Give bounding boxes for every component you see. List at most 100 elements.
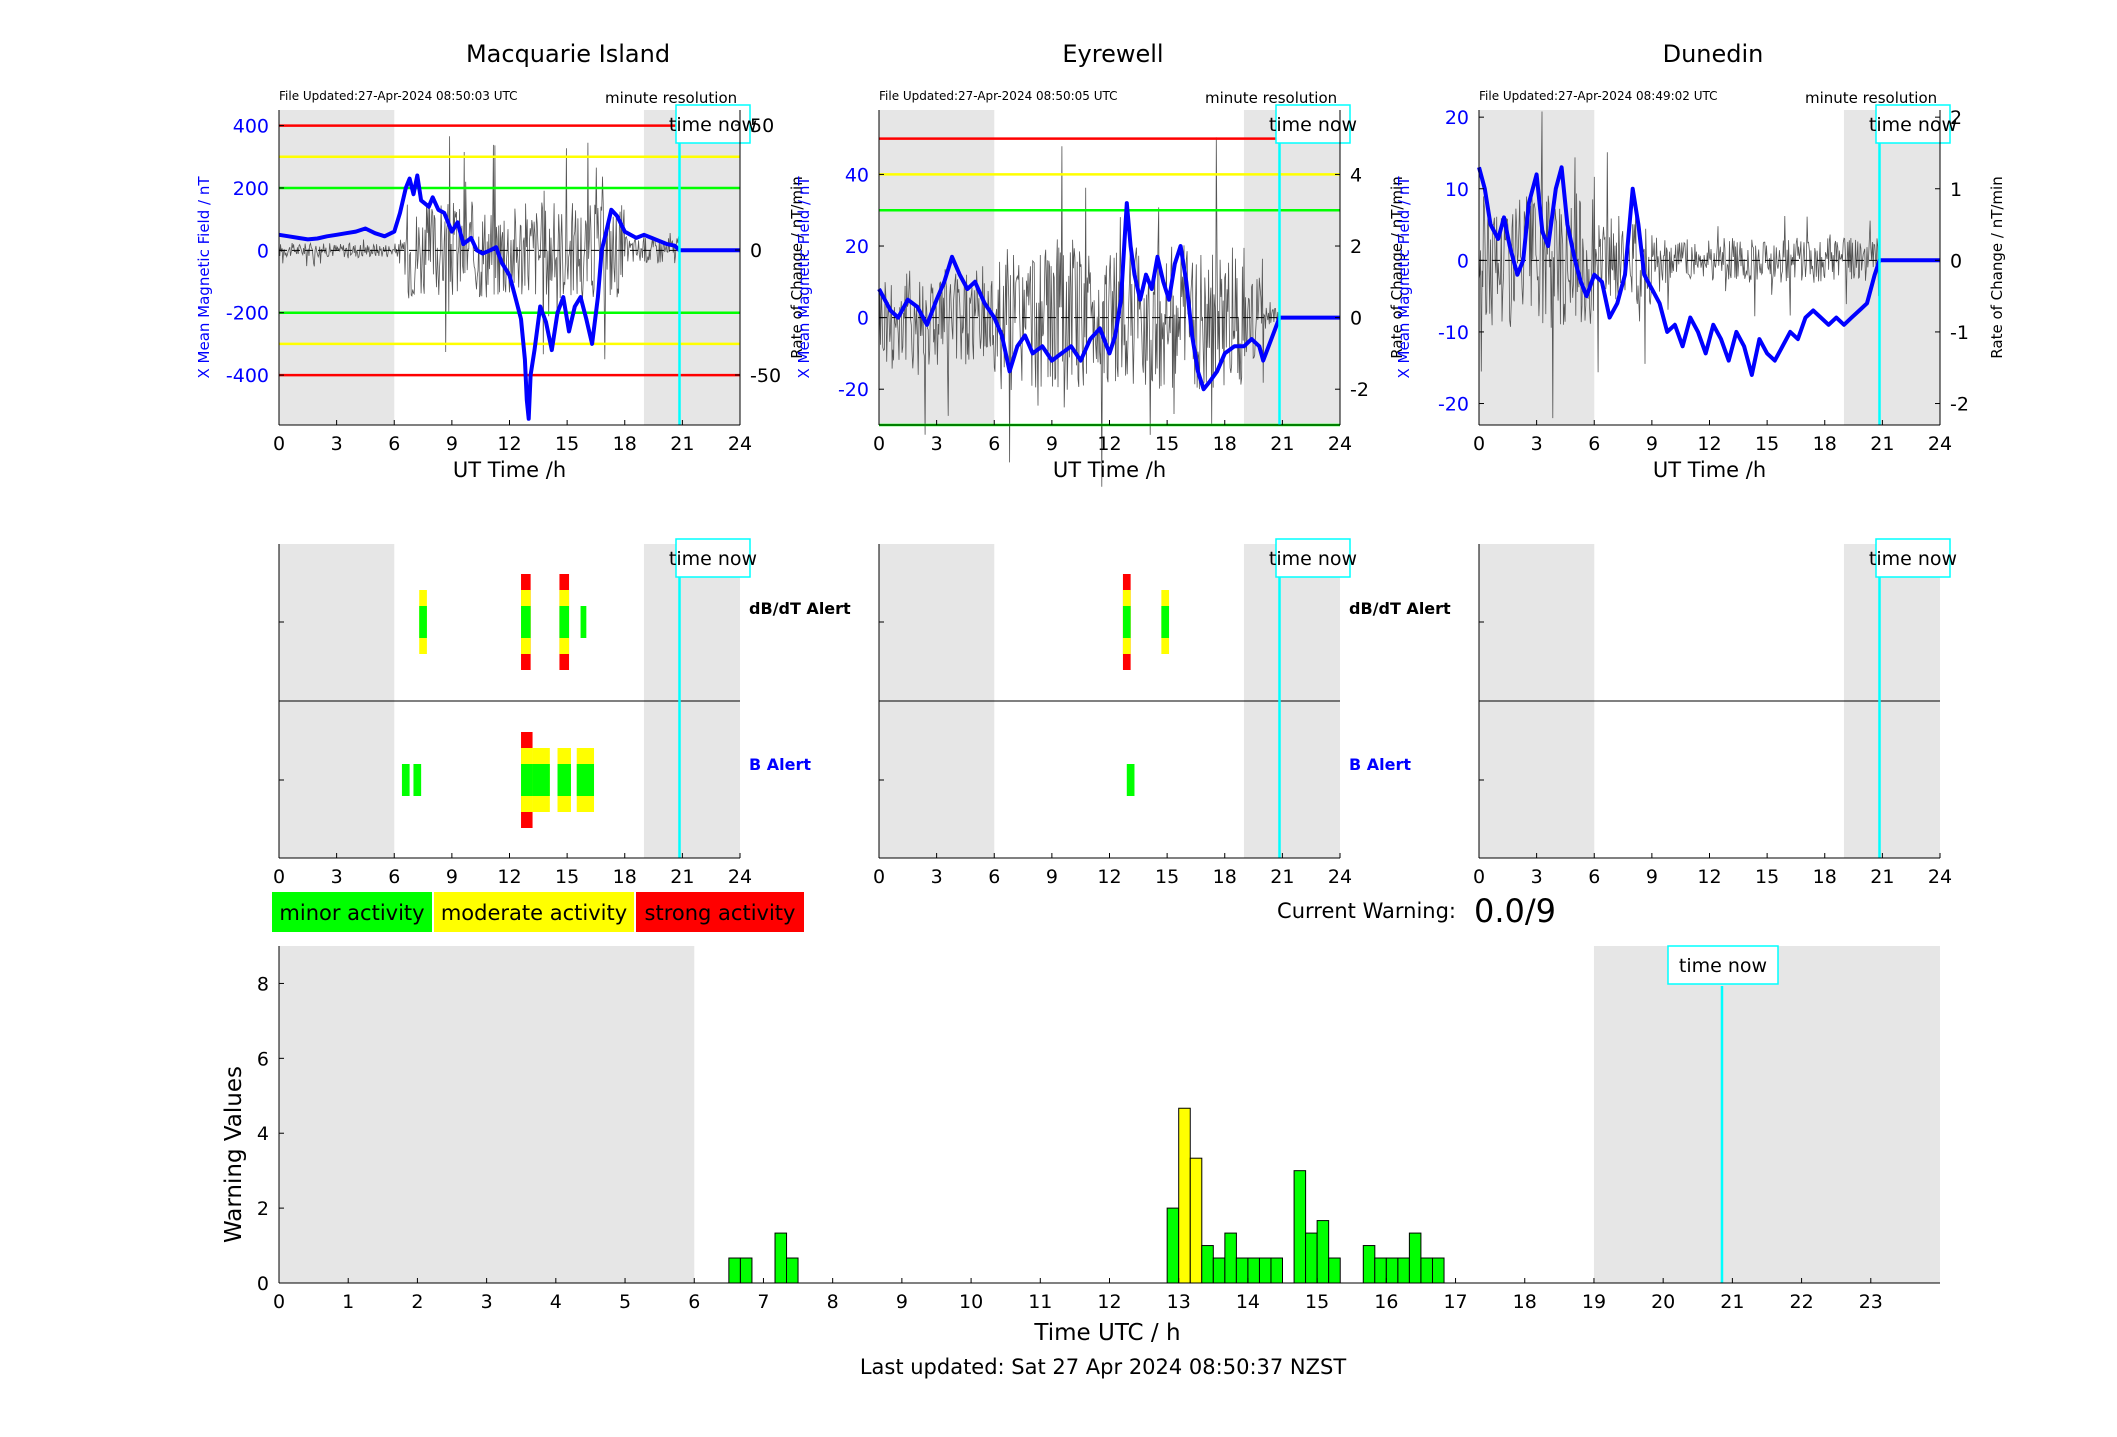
x-tick-label: 7 — [757, 1291, 769, 1313]
warning-bar — [1316, 1220, 1330, 1284]
minute-resolution-label: minute resolution — [1805, 89, 1937, 107]
x-tick-label: 24 — [1328, 433, 1352, 455]
x-tick-label: 19 — [1582, 1291, 1606, 1313]
warning-bar — [1178, 1107, 1191, 1284]
y-left-tick-label: 0 — [1457, 250, 1469, 272]
y-right-axis-label: Rate of Change / nT/min — [1388, 176, 1406, 358]
legend-moderate-label: moderate activity — [441, 901, 627, 925]
time-now-box — [1667, 945, 1779, 985]
b-alert-block-green — [532, 764, 550, 796]
time-now-box — [1275, 104, 1351, 144]
current-warning-label: Current Warning: — [1277, 899, 1456, 923]
legend-strong-swatch — [636, 892, 804, 932]
y-left-tick-label: -10 — [1438, 322, 1469, 344]
warning-bar — [1166, 1207, 1180, 1284]
x-tick-label: 21 — [1270, 433, 1294, 455]
night-shade — [1593, 946, 1940, 1283]
x-tick-label: 6 — [1588, 433, 1600, 455]
x-tick-label: 9 — [896, 1291, 908, 1313]
warning-bar — [1385, 1257, 1399, 1284]
x-tick-label: 0 — [273, 866, 285, 888]
x-tick-label: 23 — [1859, 1291, 1883, 1313]
y-right-tick-label: 50 — [750, 115, 774, 137]
x-tick-label: 15 — [1755, 433, 1779, 455]
alert-chart-macquarie: time now 0 3 6 9 12 15 18 21 24 dB/dT Alert B Alert — [273, 538, 851, 888]
y-right-tick-label: 2 — [1950, 107, 1962, 129]
dbdt-alert-block-green — [580, 606, 587, 638]
time-now-label: time now — [669, 114, 757, 136]
alert-chart-dunedin: time now 0 3 6 9 12 15 18 21 24 — [1473, 538, 1957, 888]
x-tick-label: 6 — [388, 433, 400, 455]
x-tick-label: 12 — [1697, 433, 1721, 455]
field-series-line — [1477, 165, 1940, 377]
y-left-tick-label: -400 — [226, 365, 269, 387]
x-tick-label: 20 — [1651, 1291, 1675, 1313]
x-tick-label: 14 — [1236, 1291, 1260, 1313]
night-shade — [879, 110, 995, 425]
x-axis-label: UT Time /h — [1653, 458, 1766, 482]
x-tick-label: 12 — [1097, 433, 1121, 455]
warning-bar — [786, 1257, 799, 1284]
warning-bar — [739, 1257, 753, 1284]
warning-bar — [1235, 1257, 1249, 1284]
y-right-tick-label: 0 — [1950, 250, 1962, 272]
time-now-box — [1875, 538, 1951, 578]
last-updated-text: Last updated: Sat 27 Apr 2024 08:50:37 N… — [860, 1355, 1347, 1379]
x-tick-label: 21 — [1720, 1291, 1744, 1313]
x-tick-label: 18 — [613, 866, 637, 888]
x-tick-label: 15 — [1155, 866, 1179, 888]
warning-bar — [1374, 1257, 1387, 1284]
y-tick-label: 6 — [257, 1048, 269, 1070]
time-now-label: time now — [669, 548, 757, 570]
x-tick-label: 3 — [931, 866, 943, 888]
x-tick-label: 21 — [1870, 866, 1894, 888]
x-tick-label: 17 — [1443, 1291, 1467, 1313]
x-tick-label: 5 — [619, 1291, 631, 1313]
x-tick-label: 9 — [446, 866, 458, 888]
time-now-label: time now — [1869, 548, 1957, 570]
x-tick-label: 24 — [1928, 866, 1952, 888]
x-tick-label: 15 — [1305, 1291, 1329, 1313]
dbdt-alert-block-green — [1161, 606, 1170, 638]
field-chart-macquarie: time now minute resolution 0 3 6 9 12 15 18 21 24 U… — [195, 89, 806, 482]
warning-bar — [728, 1257, 741, 1284]
night-shade — [1243, 110, 1340, 425]
x-tick-label: 21 — [1870, 433, 1894, 455]
legend-strong-label: strong activity — [645, 901, 796, 925]
b-alert-block-green — [413, 764, 422, 796]
dbdt-alert-block-green — [1122, 606, 1131, 638]
y-tick-label: 8 — [257, 973, 269, 995]
y-left-tick-label: 400 — [233, 116, 269, 138]
x-tick-label: 9 — [1646, 866, 1658, 888]
warning-bar — [1258, 1257, 1272, 1284]
time-now-label: time now — [1269, 548, 1357, 570]
x-tick-label: 15 — [1755, 866, 1779, 888]
y-tick-label: 4 — [257, 1123, 269, 1145]
x-tick-label: 18 — [1813, 866, 1837, 888]
x-tick-label: 0 — [273, 1291, 285, 1313]
x-tick-label: 18 — [1213, 433, 1237, 455]
x-tick-label: 18 — [1513, 1291, 1537, 1313]
warning-bar — [1328, 1257, 1341, 1284]
warning-bar — [774, 1232, 788, 1284]
file-updated-dunedin: File Updated:27-Apr-2024 08:49:02 UTC — [1479, 89, 1718, 103]
time-now-box — [675, 538, 751, 578]
y-left-tick-label: 0 — [257, 240, 269, 262]
b-alert-block-green — [576, 764, 595, 796]
x-tick-label: 16 — [1374, 1291, 1398, 1313]
x-tick-label: 3 — [1531, 866, 1543, 888]
y-left-tick-label: 10 — [1445, 179, 1469, 201]
y-right-tick-label: 2 — [1350, 236, 1362, 258]
time-now-box — [1875, 104, 1951, 144]
b-alert-label: B Alert — [1349, 755, 1411, 774]
x-tick-label: 24 — [728, 866, 752, 888]
x-tick-label: 3 — [931, 433, 943, 455]
warning-bar — [1270, 1257, 1284, 1284]
x-tick-label: 6 — [388, 866, 400, 888]
legend-minor-swatch — [272, 892, 432, 932]
night-shade — [279, 946, 695, 1283]
warning-bar — [1224, 1232, 1237, 1284]
x-tick-label: 6 — [688, 1291, 700, 1313]
